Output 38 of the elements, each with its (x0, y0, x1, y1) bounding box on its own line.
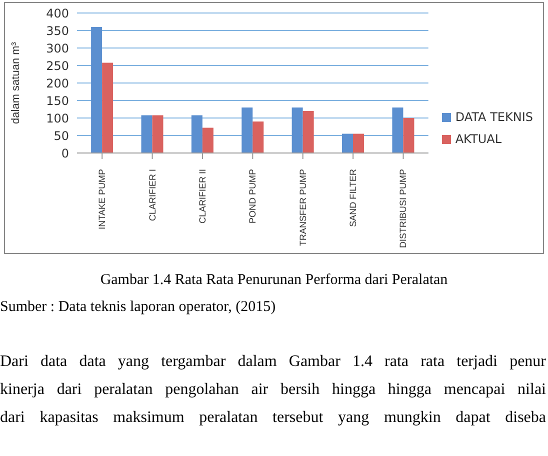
bar (292, 108, 303, 153)
y-tick-label: 0 (61, 146, 69, 160)
bar (102, 62, 114, 153)
text: kinerja dari peralatan pengolahan air bersih hingga hingga mencapai nilai (0, 381, 546, 399)
y-tick-label: 250 (46, 58, 69, 73)
text: Gambar 1.4 Rata Rata Penurunan Performa dari Peralatan (99, 272, 449, 289)
bar (141, 115, 152, 153)
y-axis-title: dalam satuan m³ (10, 42, 22, 124)
bar (353, 134, 364, 153)
bar (403, 118, 414, 153)
legend-label: DATA TEKNIS (455, 110, 533, 124)
bar (91, 27, 102, 153)
bar (392, 108, 404, 153)
bar (152, 115, 164, 153)
bar (202, 128, 214, 153)
x-tick-label: CLARIFIER I (147, 169, 158, 222)
text: Dari data data yang tergambar dalam Gambar 1.4 rata rata terjadi penur (0, 353, 546, 371)
text: Sumber : Data teknis laporan operator, (2015) (0, 299, 276, 316)
x-tick-label: CLARIFIER II (197, 169, 208, 224)
x-tick-label: POND PUMP (248, 169, 258, 224)
legend-label: AKTUAL (455, 132, 502, 146)
x-tick-label: INTAKE PUMP (97, 169, 108, 230)
y-tick-label: 350 (46, 24, 69, 38)
bar (302, 111, 314, 153)
y-tick-label: 150 (46, 94, 69, 108)
text: dari kapasitas maksimum peralatan tersebut yang mungkin dapat diseba (0, 409, 546, 427)
y-tick-label: 100 (46, 111, 69, 126)
bar (242, 108, 253, 153)
x-tick-label: SAND FILTER (348, 168, 358, 227)
y-tick-label: 400 (46, 6, 69, 20)
y-tick-label: 50 (54, 128, 69, 143)
bar (252, 122, 264, 153)
x-tick-label: DISTRIBUSI PUMP (398, 169, 408, 248)
bar (191, 115, 202, 153)
y-tick-label: 300 (46, 41, 69, 56)
bar (342, 134, 354, 153)
y-tick-label: 200 (46, 76, 69, 90)
x-tick-label: TRANSFER PUMP (298, 169, 308, 246)
